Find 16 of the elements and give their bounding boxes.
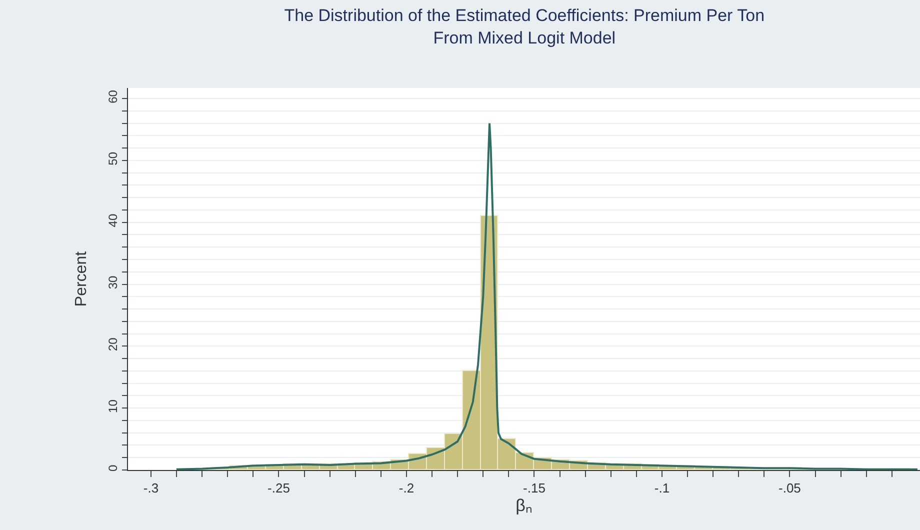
x-tick-label: -.2 (398, 480, 414, 496)
x-tick-label: -.05 (778, 480, 801, 496)
chart-title: The Distribution of the Estimated Coefficients: Premium Per Ton From Mixed Logit Model (284, 6, 765, 48)
y-tick-label: 10 (106, 399, 120, 413)
y-tick-label: 0 (106, 464, 120, 472)
x-axis-title: βₙ (516, 496, 532, 515)
y-axis-title: Percent (73, 250, 90, 307)
y-tick-label: 30 (106, 275, 120, 290)
y-tick-label: 40 (106, 214, 120, 228)
x-tick-label: -.1 (654, 480, 670, 496)
y-tick-label: 20 (106, 337, 120, 352)
y-tick-label: 50 (106, 152, 120, 166)
x-tick-label: -.15 (523, 480, 546, 496)
x-tick-label: -.25 (268, 480, 290, 496)
y-tick-label: 60 (106, 90, 120, 104)
x-tick-label: -.3 (143, 480, 159, 496)
